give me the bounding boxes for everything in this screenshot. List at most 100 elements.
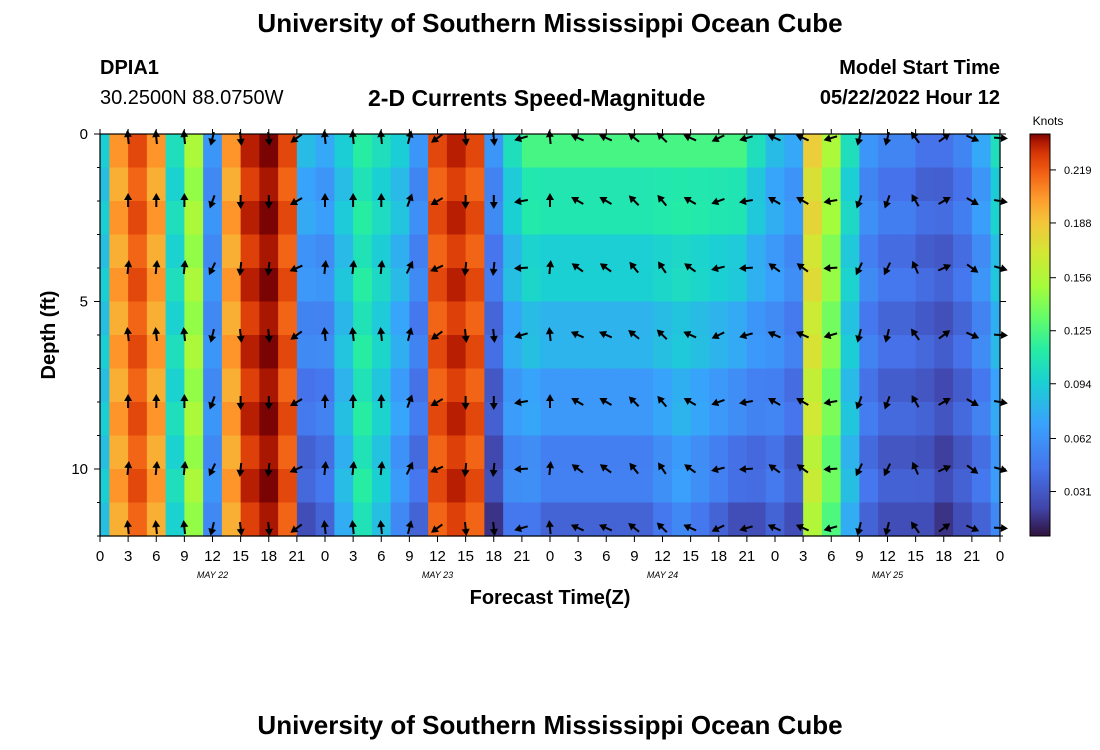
heatmap-cell [409, 268, 429, 303]
heatmap-cell [540, 167, 560, 202]
heatmap-cell [465, 301, 485, 336]
heatmap-cell [859, 469, 879, 504]
heatmap-cell [128, 134, 148, 169]
colorbar-tick-label: 0.219 [1064, 165, 1092, 177]
heatmap-cell [634, 335, 654, 370]
heatmap-cell [203, 335, 223, 370]
heatmap-cell [878, 435, 898, 470]
current-vector [321, 193, 329, 207]
heatmap-cell [221, 368, 242, 403]
speed-heatmap [100, 134, 1001, 537]
heatmap-cell [446, 435, 467, 470]
current-vector [489, 521, 498, 536]
heatmap-cell [915, 234, 935, 269]
heatmap-cell [896, 402, 917, 437]
heatmap-cell [953, 268, 973, 303]
heatmap-cell [128, 301, 148, 336]
heatmap-cell [953, 167, 973, 202]
heatmap-cell [371, 301, 392, 336]
heatmap-cell [934, 268, 954, 303]
current-vector [546, 260, 555, 275]
heatmap-cell [596, 134, 617, 169]
current-vector [910, 521, 920, 534]
current-vector [514, 398, 528, 407]
heatmap-cell [409, 502, 429, 537]
current-vector [599, 464, 612, 474]
heatmap-cell [203, 402, 223, 437]
current-vector [290, 523, 303, 533]
heatmap-cell [165, 201, 185, 236]
heatmap-cell [765, 201, 785, 236]
heatmap-cell [559, 402, 579, 437]
heatmap-cell [315, 335, 335, 370]
heatmap-cell [428, 201, 448, 236]
current-vector [236, 328, 245, 343]
current-vector [236, 521, 245, 536]
heatmap-cell [128, 368, 148, 403]
heatmap-cell [709, 469, 729, 504]
heatmap-cell [296, 301, 317, 336]
heatmap-cell [315, 502, 335, 537]
heatmap-cell [859, 268, 879, 303]
heatmap-cell [146, 435, 167, 470]
heatmap-cell [971, 268, 992, 303]
current-vector [656, 329, 668, 340]
heatmap-cell [634, 234, 654, 269]
heatmap-cell [634, 268, 654, 303]
current-vector [993, 134, 1008, 143]
heatmap-cell [653, 335, 673, 370]
current-vector [289, 197, 303, 205]
heatmap-cell [971, 134, 992, 169]
heatmap-cell [784, 335, 804, 370]
current-vector [289, 465, 303, 474]
heatmap-cell [559, 368, 579, 403]
x-tick-label: 15 [457, 548, 474, 565]
heatmap-cell [465, 234, 485, 269]
heatmap-cell [896, 335, 917, 370]
current-vector [180, 394, 189, 408]
heatmap-cell [784, 368, 804, 403]
current-vector [289, 264, 303, 273]
heatmap-cell [709, 268, 729, 303]
heatmap-cell [821, 368, 842, 403]
heatmap-cell [596, 335, 617, 370]
current-vector [823, 465, 838, 474]
current-vector [513, 465, 528, 474]
heatmap-cell [240, 301, 260, 336]
heatmap-cell [128, 234, 148, 269]
heatmap-cell [428, 469, 448, 504]
heatmap-cell [503, 402, 523, 437]
heatmap-cell [953, 134, 973, 169]
heatmap-cell [146, 167, 167, 202]
colorbar-ticks: 0.219 0.188 0.156 0.125 0.094 0.062 0.031 [1050, 165, 1092, 499]
heatmap-cell [915, 502, 935, 537]
heatmap-cell [953, 335, 973, 370]
heatmap-cell [165, 368, 185, 403]
heatmap-cell [915, 335, 935, 370]
heatmap-cell [165, 469, 185, 504]
heatmap-cell [334, 368, 354, 403]
current-vector [598, 330, 613, 339]
x-tick-label: 6 [827, 548, 835, 565]
heatmap-cell [990, 301, 1001, 336]
heatmap-cell [728, 402, 748, 437]
current-vector [430, 465, 444, 474]
heatmap-cell [315, 435, 335, 470]
heatmap-cell [221, 469, 242, 504]
current-vector [683, 197, 697, 205]
heatmap-cell [765, 167, 785, 202]
heatmap-cell [465, 268, 485, 303]
x-tick-label: 9 [405, 548, 413, 565]
heatmap-cell [896, 167, 917, 202]
x-tick-label: 0 [996, 548, 1004, 565]
current-vector [571, 263, 584, 273]
heatmap-cell [671, 469, 692, 504]
heatmap-cell [146, 234, 167, 269]
heatmap-cell [746, 402, 767, 437]
heatmap-cell [278, 301, 298, 336]
current-vector [571, 464, 584, 474]
current-vector [180, 520, 189, 535]
heatmap-cell [184, 301, 204, 336]
current-vector [152, 327, 161, 342]
heatmap-cell [821, 268, 842, 303]
